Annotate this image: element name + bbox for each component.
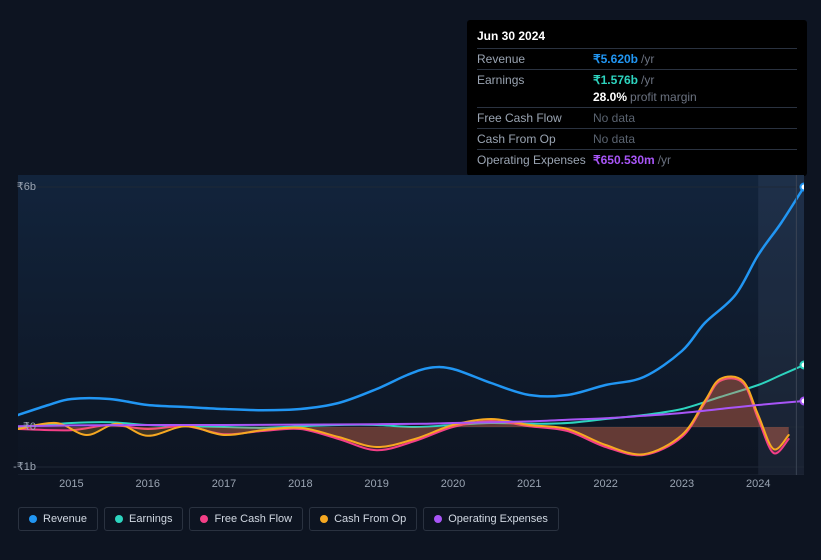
legend-dot-icon — [320, 515, 328, 523]
tooltip-value: ₹1.576b — [593, 73, 638, 87]
tooltip-label: Earnings — [477, 73, 593, 87]
legend-item-operating-expenses[interactable]: Operating Expenses — [423, 507, 559, 531]
tooltip-date: Jun 30 2024 — [477, 26, 797, 48]
x-axis-label: 2023 — [670, 478, 694, 490]
legend-item-revenue[interactable]: Revenue — [18, 507, 98, 531]
x-axis-label: 2024 — [746, 478, 770, 490]
legend-dot-icon — [200, 515, 208, 523]
legend-dot-icon — [434, 515, 442, 523]
tooltip-nodata: No data — [593, 132, 635, 146]
legend-label: Earnings — [129, 513, 172, 525]
legend-label: Revenue — [43, 513, 87, 525]
tooltip-row-revenue: Revenue ₹5.620b/yr — [477, 48, 797, 69]
financials-chart[interactable]: 2015 2016 2017 2018 2019 2020 2021 2022 2023 2024… — [18, 155, 804, 525]
legend-dot-icon — [29, 515, 37, 523]
tooltip-row-earnings: Earnings ₹1.576b/yr — [477, 69, 797, 90]
x-axis-label: 2021 — [517, 478, 541, 490]
x-axis-label: 2016 — [135, 478, 159, 490]
x-axis-label: 2017 — [212, 478, 236, 490]
y-axis-label: ₹6b — [4, 180, 36, 193]
chart-plot[interactable] — [18, 175, 804, 475]
chart-legend: Revenue Earnings Free Cash Flow Cash From O… — [18, 507, 559, 531]
legend-item-free-cash-flow[interactable]: Free Cash Flow — [189, 507, 303, 531]
legend-item-cash-from-op[interactable]: Cash From Op — [309, 507, 417, 531]
tooltip-label: Revenue — [477, 52, 593, 66]
legend-label: Cash From Op — [334, 513, 406, 525]
chart-tooltip: Jun 30 2024 Revenue ₹5.620b/yr Earnings … — [467, 20, 807, 176]
x-axis-label: 2018 — [288, 478, 312, 490]
tooltip-row-fcf: Free Cash Flow No data — [477, 107, 797, 128]
y-axis-label: ₹0 — [4, 420, 36, 433]
legend-dot-icon — [115, 515, 123, 523]
x-axis-label: 2019 — [364, 478, 388, 490]
x-axis-labels: 2015 2016 2017 2018 2019 2020 2021 2022 2023 2024 — [18, 478, 804, 494]
tooltip-label: Free Cash Flow — [477, 111, 593, 125]
tooltip-row-cfo: Cash From Op No data — [477, 128, 797, 149]
tooltip-value: ₹5.620b — [593, 52, 638, 66]
tooltip-nodata: No data — [593, 111, 635, 125]
legend-label: Free Cash Flow — [214, 513, 292, 525]
legend-item-earnings[interactable]: Earnings — [104, 507, 183, 531]
x-axis-label: 2022 — [593, 478, 617, 490]
x-axis-label: 2020 — [441, 478, 465, 490]
tooltip-row-margin: 28.0%profit margin — [477, 90, 797, 107]
x-axis-label: 2015 — [59, 478, 83, 490]
chart-svg — [18, 175, 804, 475]
legend-label: Operating Expenses — [448, 513, 548, 525]
tooltip-label: Cash From Op — [477, 132, 593, 146]
y-axis-label: -₹1b — [4, 460, 36, 473]
